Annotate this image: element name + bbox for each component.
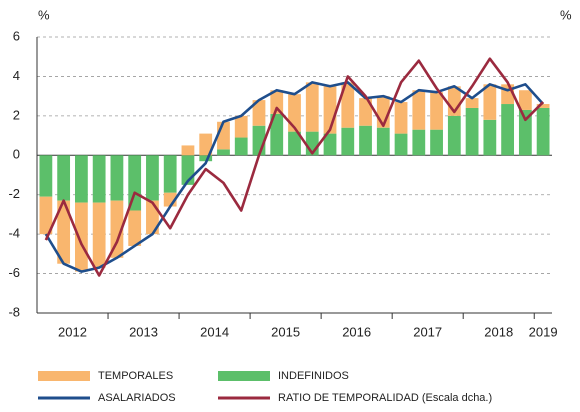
bar: [483, 84, 497, 120]
bar: [199, 133, 213, 156]
legend-swatch: [218, 371, 270, 381]
bar: [199, 155, 213, 162]
bar: [75, 155, 88, 203]
legend-swatch: [38, 371, 90, 381]
bar: [412, 90, 426, 130]
bar: [57, 200, 71, 264]
bar: [501, 104, 514, 156]
bar: [536, 107, 550, 156]
bar: [341, 82, 355, 128]
x-tick-label: 2013: [129, 324, 158, 339]
y-tick-label: -4: [8, 226, 20, 241]
bar: [447, 115, 461, 156]
bar: [128, 155, 142, 211]
y-tick-label: -6: [8, 265, 20, 280]
bar: [430, 92, 443, 130]
legend-label: ASALARIADOS: [98, 392, 176, 404]
bar: [270, 90, 284, 114]
line: [44, 57, 545, 277]
x-tick-label: 2018: [484, 324, 513, 339]
bar: [305, 82, 319, 132]
bar: [128, 210, 142, 246]
bar: [270, 113, 284, 156]
x-tick-label: 2017: [413, 324, 442, 339]
bar: [110, 155, 124, 201]
legend-label: INDEFINIDOS: [278, 370, 349, 382]
x-tick-label: 2012: [58, 324, 87, 339]
bar: [412, 129, 426, 156]
y-tick-label: -8: [8, 304, 20, 319]
bar: [146, 155, 159, 201]
bar: [234, 137, 248, 156]
bar: [536, 104, 550, 108]
bar: [359, 98, 372, 126]
bar: [234, 115, 248, 138]
bar: [92, 155, 106, 203]
bar: [518, 90, 532, 110]
bar: [376, 127, 390, 156]
x-tick-label: 2016: [342, 324, 371, 339]
bar: [217, 121, 230, 150]
bar: [483, 119, 497, 156]
bar: [465, 107, 479, 156]
bar: [39, 155, 53, 197]
bar: [518, 109, 532, 156]
bar: [465, 98, 479, 108]
bar: [288, 131, 301, 156]
line: [44, 81, 545, 273]
bar: [430, 129, 443, 156]
bar: [110, 200, 124, 258]
bar: [75, 202, 88, 272]
legend-label: RATIO DE TEMPORALIDAD (Escala dcha.): [278, 392, 492, 404]
bar: [39, 196, 53, 235]
legend-label: TEMPORALES: [98, 370, 173, 382]
bar: [323, 133, 337, 156]
bar: [57, 155, 71, 201]
y-tick-label: 6: [13, 28, 20, 43]
bar: [217, 149, 230, 156]
bar: [394, 102, 408, 134]
bar: [252, 100, 266, 126]
y-tick-label: 0: [13, 147, 20, 162]
y-tick-label: 2: [13, 107, 20, 122]
bar: [181, 145, 195, 156]
bar: [394, 133, 408, 156]
bar: [163, 155, 177, 193]
y2-unit: %: [560, 7, 572, 22]
bar: [341, 127, 355, 156]
x-tick-label: 2019: [529, 324, 558, 339]
bar: [359, 125, 372, 156]
y-tick-label: 4: [13, 68, 20, 83]
x-tick-label: 2014: [200, 324, 229, 339]
y-tick-label: -2: [8, 186, 20, 201]
y-unit: %: [38, 7, 50, 22]
bar: [92, 202, 106, 268]
x-tick-label: 2015: [271, 324, 300, 339]
